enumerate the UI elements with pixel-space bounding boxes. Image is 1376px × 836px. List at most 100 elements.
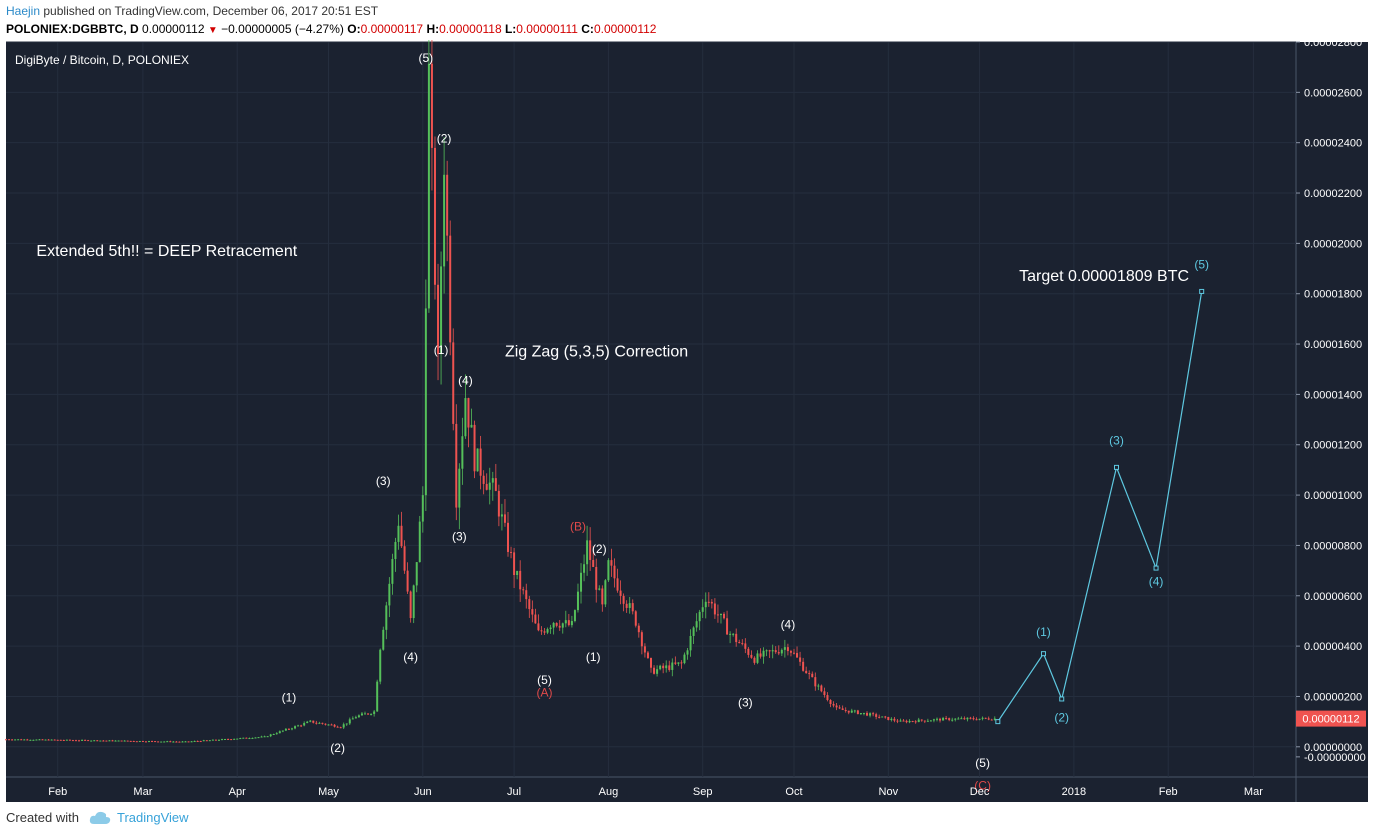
candle-body bbox=[169, 741, 172, 743]
candle-body bbox=[26, 739, 29, 741]
candle-body bbox=[208, 740, 211, 742]
candle-body bbox=[601, 588, 604, 605]
author-link[interactable]: Haejin bbox=[6, 4, 41, 18]
candle-body bbox=[960, 718, 963, 720]
candle-body bbox=[957, 718, 960, 720]
candle-body bbox=[327, 724, 330, 726]
close-label: C: bbox=[581, 22, 594, 36]
candle-body bbox=[704, 601, 707, 608]
candle-body bbox=[217, 739, 220, 741]
x-tick-label: Mar bbox=[133, 786, 152, 798]
wave-label: (1) bbox=[434, 343, 449, 357]
candle-body bbox=[62, 740, 65, 742]
candle-body bbox=[275, 733, 278, 735]
candle-body bbox=[668, 665, 671, 670]
candle-body bbox=[674, 662, 677, 664]
candle-body bbox=[902, 720, 905, 722]
wave-label: (3) bbox=[452, 529, 467, 543]
candle-body bbox=[838, 707, 841, 709]
candle-body bbox=[978, 718, 981, 720]
wave-label: (1) bbox=[586, 650, 601, 664]
candle-body bbox=[400, 525, 403, 547]
candle-body bbox=[948, 718, 951, 721]
candle-body bbox=[850, 710, 853, 713]
candle-body bbox=[890, 718, 893, 720]
candle-body bbox=[461, 436, 464, 469]
candle-body bbox=[59, 739, 62, 741]
candle-body bbox=[336, 726, 339, 728]
x-tick-label: Jul bbox=[507, 786, 521, 798]
candle-body bbox=[455, 423, 458, 508]
candle-body bbox=[309, 720, 312, 722]
candle-body bbox=[689, 635, 692, 651]
candle-body bbox=[531, 609, 534, 615]
candle-body bbox=[756, 653, 759, 663]
candle-body bbox=[917, 719, 920, 723]
candle-body bbox=[847, 710, 850, 713]
wave-label: (3) bbox=[738, 696, 753, 710]
candle-body bbox=[494, 478, 497, 491]
candle-body bbox=[427, 63, 430, 309]
candle-body bbox=[141, 740, 144, 742]
candle-body bbox=[138, 740, 141, 742]
y-tick-label: 0.00000800 bbox=[1304, 540, 1362, 552]
candle-body bbox=[774, 650, 777, 653]
wave-label: (5) bbox=[419, 51, 434, 65]
time-axis[interactable] bbox=[6, 777, 1296, 802]
candle-body bbox=[227, 738, 230, 740]
candle-body bbox=[78, 740, 81, 742]
candle-body bbox=[482, 475, 485, 484]
candle-body bbox=[290, 728, 293, 730]
candle-body bbox=[503, 514, 506, 523]
candle-body bbox=[68, 739, 71, 741]
candle-body bbox=[884, 716, 887, 718]
candle-body bbox=[382, 629, 385, 650]
candle-body bbox=[719, 613, 722, 616]
candle-body bbox=[786, 647, 789, 652]
y-tick-label: 0.00001000 bbox=[1304, 490, 1362, 502]
candle-body bbox=[789, 651, 792, 653]
candle-body bbox=[245, 737, 248, 739]
wave-label: (5) bbox=[1194, 258, 1209, 272]
candle-body bbox=[963, 718, 966, 720]
candle-body bbox=[488, 482, 491, 490]
candle-body bbox=[808, 673, 811, 675]
candle-body bbox=[592, 559, 595, 567]
candle-body bbox=[96, 740, 99, 742]
price-chart[interactable]: Extended 5th!! = DEEP Retracement Zig Zag… bbox=[0, 40, 1376, 802]
candle-body bbox=[522, 589, 525, 591]
chart-plot-area[interactable] bbox=[6, 42, 1296, 777]
candle-body bbox=[792, 652, 795, 654]
candle-body bbox=[56, 739, 59, 741]
candle-body bbox=[354, 717, 357, 719]
candle-body bbox=[762, 650, 765, 657]
candle-body bbox=[251, 737, 254, 739]
x-tick-label: Sep bbox=[693, 786, 713, 798]
tradingview-cloud-icon bbox=[89, 811, 111, 824]
candle-body bbox=[869, 713, 872, 716]
candle-body bbox=[172, 741, 175, 743]
candle-body bbox=[984, 717, 987, 719]
candle-body bbox=[93, 740, 96, 742]
candle-body bbox=[570, 621, 573, 626]
candle-body bbox=[589, 540, 592, 560]
tradingview-link[interactable]: TradingView bbox=[116, 810, 189, 825]
candle-body bbox=[312, 720, 315, 723]
candle-body bbox=[254, 737, 257, 739]
candle-body bbox=[233, 738, 236, 740]
candle-body bbox=[646, 652, 649, 659]
candle-body bbox=[272, 733, 275, 735]
candle-body bbox=[84, 739, 87, 741]
candle-body bbox=[914, 721, 917, 723]
candle-body bbox=[662, 665, 665, 669]
wave-label: (B) bbox=[570, 519, 586, 533]
candle-body bbox=[856, 710, 859, 715]
candle-body bbox=[701, 607, 704, 612]
candle-body bbox=[379, 649, 382, 682]
symbol-name: POLONIEX:DGBBTC, D bbox=[6, 22, 139, 36]
price-axis[interactable] bbox=[1296, 42, 1368, 802]
candle-body bbox=[452, 342, 455, 424]
y-tick-label: 0.00002800 bbox=[1304, 40, 1362, 49]
candle-body bbox=[640, 632, 643, 647]
x-tick-label: Nov bbox=[879, 786, 899, 798]
